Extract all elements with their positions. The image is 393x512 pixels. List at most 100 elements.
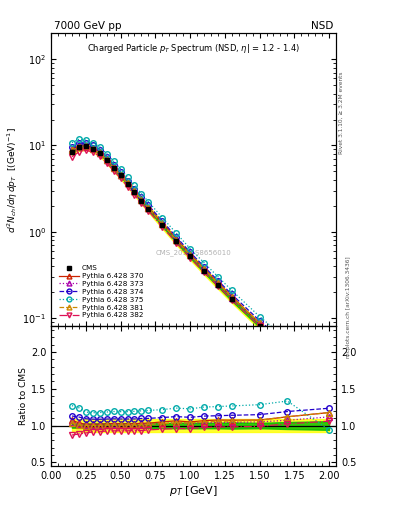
Pythia 6.428 381 — [132, 188, 137, 195]
Pythia 6.428 382 — [83, 147, 88, 154]
Pythia 6.428 373 — [327, 377, 331, 383]
Pythia 6.428 382 — [146, 208, 151, 214]
Pythia 6.428 381 — [215, 280, 220, 286]
Pythia 6.428 375 — [230, 287, 234, 293]
Pythia 6.428 381 — [285, 343, 290, 349]
Pythia 6.428 375 — [118, 166, 123, 172]
Pythia 6.428 374 — [77, 140, 81, 146]
Pythia 6.428 374 — [202, 264, 206, 270]
Pythia 6.428 382 — [118, 175, 123, 181]
Pythia 6.428 375 — [215, 273, 220, 280]
Pythia 6.428 375 — [188, 246, 193, 252]
Pythia 6.428 370 — [90, 145, 95, 151]
Line: Pythia 6.428 381: Pythia 6.428 381 — [69, 143, 332, 381]
Pythia 6.428 381 — [125, 180, 130, 186]
Pythia 6.428 375 — [70, 140, 74, 146]
Pythia 6.428 370 — [83, 143, 88, 149]
Pythia 6.428 381 — [202, 266, 206, 272]
Text: 7000 GeV pp: 7000 GeV pp — [54, 21, 121, 31]
Pythia 6.428 374 — [132, 185, 137, 191]
Pythia 6.428 382 — [202, 269, 206, 275]
Pythia 6.428 374 — [215, 278, 220, 284]
Pythia 6.428 373 — [230, 294, 234, 301]
Pythia 6.428 373 — [188, 252, 193, 258]
Pythia 6.428 374 — [111, 162, 116, 168]
Pythia 6.428 381 — [90, 145, 95, 152]
Pythia 6.428 373 — [146, 205, 151, 211]
Pythia 6.428 374 — [160, 218, 165, 224]
Pythia 6.428 382 — [257, 323, 262, 329]
Pythia 6.428 373 — [90, 145, 95, 152]
Pythia 6.428 370 — [202, 266, 206, 272]
Pythia 6.428 381 — [230, 294, 234, 300]
Pythia 6.428 382 — [111, 167, 116, 174]
Pythia 6.428 375 — [257, 313, 262, 319]
Pythia 6.428 370 — [77, 143, 81, 149]
Pythia 6.428 375 — [202, 260, 206, 266]
Pythia 6.428 375 — [125, 174, 130, 180]
Pythia 6.428 374 — [125, 178, 130, 184]
Line: Pythia 6.428 375: Pythia 6.428 375 — [69, 137, 332, 390]
Pythia 6.428 375 — [77, 136, 81, 142]
Pythia 6.428 374 — [327, 373, 331, 379]
Pythia 6.428 382 — [188, 255, 193, 261]
Pythia 6.428 374 — [285, 341, 290, 347]
Pythia 6.428 370 — [111, 164, 116, 170]
Pythia 6.428 381 — [104, 157, 109, 163]
Pythia 6.428 370 — [146, 204, 151, 210]
Pythia 6.428 373 — [118, 172, 123, 178]
Text: mcplots.cern.ch [arXiv:1306.3436]: mcplots.cern.ch [arXiv:1306.3436] — [346, 257, 351, 358]
Pythia 6.428 370 — [125, 180, 130, 186]
Pythia 6.428 370 — [285, 343, 290, 349]
Pythia 6.428 382 — [285, 347, 290, 353]
Pythia 6.428 374 — [70, 144, 74, 150]
Line: Pythia 6.428 370: Pythia 6.428 370 — [69, 143, 332, 381]
Pythia 6.428 375 — [97, 144, 102, 150]
Pythia 6.428 381 — [327, 375, 331, 381]
Line: Pythia 6.428 373: Pythia 6.428 373 — [69, 143, 332, 383]
Pythia 6.428 370 — [104, 156, 109, 162]
Pythia 6.428 382 — [77, 149, 81, 155]
Pythia 6.428 374 — [104, 154, 109, 160]
Pythia 6.428 381 — [70, 147, 74, 154]
Pythia 6.428 370 — [327, 375, 331, 381]
Pythia 6.428 374 — [83, 140, 88, 146]
Pythia 6.428 381 — [97, 150, 102, 156]
Pythia 6.428 382 — [70, 154, 74, 160]
Pythia 6.428 381 — [83, 143, 88, 150]
Text: NSD: NSD — [311, 21, 333, 31]
Pythia 6.428 382 — [90, 149, 95, 155]
Pythia 6.428 381 — [257, 320, 262, 326]
Pythia 6.428 382 — [174, 240, 178, 246]
Pythia 6.428 370 — [97, 149, 102, 155]
Pythia 6.428 382 — [230, 297, 234, 303]
Line: Pythia 6.428 382: Pythia 6.428 382 — [69, 147, 332, 385]
Pythia 6.428 382 — [132, 191, 137, 198]
Pythia 6.428 374 — [146, 202, 151, 208]
Pythia 6.428 382 — [215, 283, 220, 289]
Pythia 6.428 370 — [215, 280, 220, 286]
Pythia 6.428 382 — [139, 200, 144, 206]
Pythia 6.428 381 — [188, 252, 193, 258]
Pythia 6.428 374 — [118, 169, 123, 175]
Pythia 6.428 375 — [285, 337, 290, 343]
Pythia 6.428 382 — [104, 160, 109, 166]
Pythia 6.428 373 — [285, 345, 290, 351]
Pythia 6.428 370 — [174, 236, 178, 242]
Pythia 6.428 370 — [132, 188, 137, 194]
Pythia 6.428 373 — [215, 281, 220, 287]
Pythia 6.428 375 — [111, 158, 116, 164]
Pythia 6.428 370 — [118, 172, 123, 178]
Pythia 6.428 381 — [111, 164, 116, 170]
Pythia 6.428 375 — [139, 190, 144, 197]
Pythia 6.428 373 — [257, 321, 262, 327]
Pythia 6.428 373 — [174, 237, 178, 243]
Pythia 6.428 373 — [104, 157, 109, 163]
Y-axis label: Ratio to CMS: Ratio to CMS — [19, 367, 28, 425]
Legend: CMS, Pythia 6.428 370, Pythia 6.428 373, Pythia 6.428 374, Pythia 6.428 375, Pyt: CMS, Pythia 6.428 370, Pythia 6.428 373,… — [57, 264, 145, 320]
Pythia 6.428 374 — [90, 142, 95, 148]
Y-axis label: $d^{2}N_{ch}/d\eta\, dp_{T}$  [(GeV)$^{-1}$]: $d^{2}N_{ch}/d\eta\, dp_{T}$ [(GeV)$^{-1… — [5, 127, 20, 233]
Pythia 6.428 381 — [174, 237, 178, 243]
Pythia 6.428 373 — [160, 221, 165, 227]
Pythia 6.428 374 — [257, 317, 262, 324]
